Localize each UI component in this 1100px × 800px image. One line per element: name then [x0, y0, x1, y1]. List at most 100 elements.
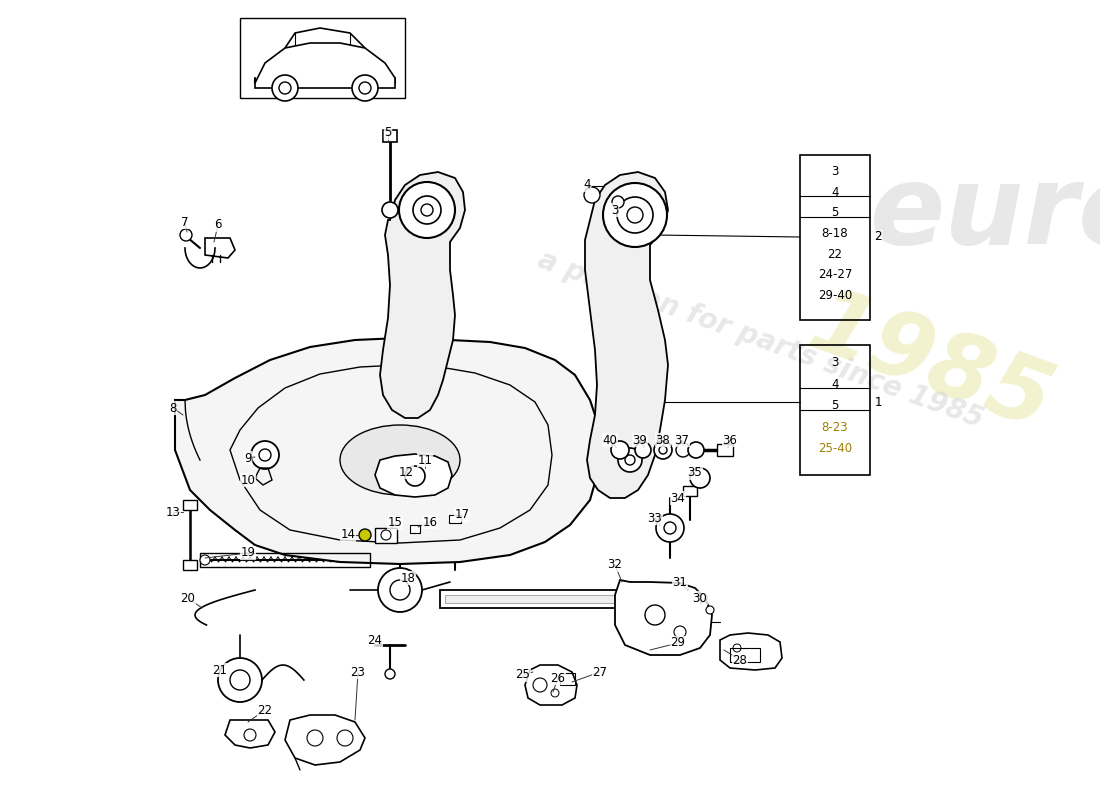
Circle shape: [200, 555, 210, 565]
Circle shape: [346, 391, 354, 399]
Polygon shape: [379, 172, 465, 418]
Text: 5: 5: [384, 126, 392, 139]
Circle shape: [306, 441, 313, 449]
Circle shape: [406, 441, 414, 449]
Circle shape: [296, 491, 304, 499]
Circle shape: [366, 441, 374, 449]
Bar: [800, 155, 870, 320]
Circle shape: [352, 75, 378, 101]
Circle shape: [276, 491, 284, 499]
Text: 3: 3: [832, 356, 838, 369]
Circle shape: [386, 391, 394, 399]
Text: 23: 23: [351, 666, 365, 678]
Circle shape: [292, 516, 299, 524]
Circle shape: [436, 491, 444, 499]
Circle shape: [306, 391, 313, 399]
Circle shape: [292, 466, 299, 474]
Circle shape: [378, 568, 422, 612]
Polygon shape: [175, 338, 600, 564]
Circle shape: [382, 202, 398, 218]
Circle shape: [506, 391, 514, 399]
Text: 34: 34: [671, 491, 685, 505]
Circle shape: [386, 441, 394, 449]
Text: 36: 36: [723, 434, 737, 446]
Circle shape: [258, 449, 271, 461]
Circle shape: [416, 491, 424, 499]
Circle shape: [446, 391, 454, 399]
Circle shape: [496, 416, 504, 424]
Circle shape: [496, 491, 504, 499]
Circle shape: [531, 466, 539, 474]
Text: 8-23: 8-23: [822, 421, 848, 434]
Circle shape: [645, 605, 665, 625]
Circle shape: [603, 183, 667, 247]
Circle shape: [272, 75, 298, 101]
Circle shape: [421, 204, 433, 216]
Text: 29-40: 29-40: [818, 289, 852, 302]
Circle shape: [405, 466, 425, 486]
Bar: [800, 345, 870, 475]
Circle shape: [218, 658, 262, 702]
Text: 27: 27: [593, 666, 607, 678]
Bar: [730, 648, 760, 662]
Text: 37: 37: [674, 434, 690, 446]
Circle shape: [316, 416, 324, 424]
Circle shape: [456, 491, 464, 499]
Text: 38: 38: [656, 434, 670, 446]
Circle shape: [654, 441, 672, 459]
Circle shape: [656, 514, 684, 542]
Circle shape: [476, 416, 484, 424]
Circle shape: [230, 670, 250, 690]
Circle shape: [416, 416, 424, 424]
Circle shape: [336, 416, 344, 424]
Circle shape: [351, 466, 359, 474]
Circle shape: [266, 441, 274, 449]
Circle shape: [526, 441, 534, 449]
Bar: [183, 500, 197, 510]
Circle shape: [627, 207, 644, 223]
Circle shape: [466, 441, 474, 449]
Text: 22: 22: [257, 703, 273, 717]
Text: 4: 4: [832, 186, 838, 198]
Circle shape: [676, 443, 690, 457]
Text: 1: 1: [874, 395, 882, 409]
Text: 1: 1: [874, 395, 882, 409]
Bar: [446, 595, 675, 603]
Text: 17: 17: [454, 509, 470, 522]
Circle shape: [486, 391, 494, 399]
Circle shape: [584, 187, 600, 203]
Circle shape: [612, 196, 624, 208]
Circle shape: [286, 391, 294, 399]
Text: 24-27: 24-27: [817, 268, 852, 281]
Circle shape: [431, 466, 439, 474]
Circle shape: [406, 391, 414, 399]
Polygon shape: [230, 365, 552, 543]
Bar: [440, 590, 680, 608]
Text: 32: 32: [607, 558, 623, 571]
Circle shape: [376, 491, 384, 499]
Text: 25: 25: [516, 669, 530, 682]
Circle shape: [279, 82, 292, 94]
Circle shape: [451, 516, 459, 524]
Circle shape: [376, 416, 384, 424]
Text: 3: 3: [612, 203, 618, 217]
Circle shape: [366, 391, 374, 399]
Bar: [683, 486, 697, 496]
Circle shape: [426, 391, 434, 399]
Text: 31: 31: [672, 577, 688, 590]
Text: 26: 26: [550, 671, 565, 685]
Circle shape: [351, 516, 359, 524]
Bar: [240, 18, 405, 98]
Circle shape: [635, 442, 651, 458]
Circle shape: [396, 416, 404, 424]
Circle shape: [706, 606, 714, 614]
Circle shape: [411, 516, 419, 524]
Circle shape: [311, 466, 319, 474]
Circle shape: [390, 516, 399, 524]
Circle shape: [371, 466, 380, 474]
Bar: [200, 553, 370, 567]
Circle shape: [251, 441, 279, 469]
Circle shape: [456, 416, 464, 424]
Circle shape: [399, 182, 455, 238]
Text: 5: 5: [832, 399, 838, 412]
